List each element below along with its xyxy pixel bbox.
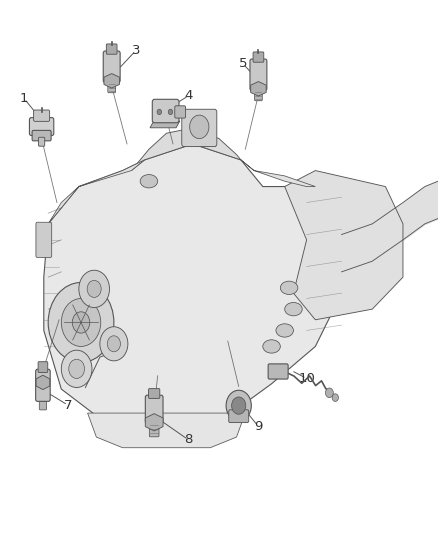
FancyBboxPatch shape — [38, 362, 48, 373]
FancyBboxPatch shape — [36, 222, 52, 257]
Text: 10: 10 — [298, 372, 315, 385]
FancyBboxPatch shape — [103, 51, 120, 83]
Polygon shape — [88, 413, 245, 448]
FancyBboxPatch shape — [148, 389, 160, 399]
Text: 3: 3 — [131, 44, 140, 57]
Circle shape — [72, 312, 90, 333]
Text: 8: 8 — [184, 433, 193, 446]
FancyBboxPatch shape — [254, 87, 262, 101]
FancyBboxPatch shape — [152, 99, 179, 123]
Circle shape — [232, 397, 246, 414]
Circle shape — [79, 270, 110, 308]
Ellipse shape — [285, 303, 302, 316]
FancyBboxPatch shape — [268, 364, 288, 379]
FancyBboxPatch shape — [108, 79, 116, 93]
FancyBboxPatch shape — [39, 138, 45, 146]
FancyBboxPatch shape — [175, 106, 186, 118]
Text: 4: 4 — [184, 90, 193, 102]
FancyBboxPatch shape — [39, 397, 46, 410]
FancyBboxPatch shape — [35, 369, 50, 401]
Circle shape — [332, 394, 339, 401]
Circle shape — [168, 109, 173, 115]
FancyBboxPatch shape — [106, 44, 117, 54]
Circle shape — [69, 359, 85, 378]
Polygon shape — [145, 414, 163, 431]
FancyBboxPatch shape — [182, 109, 217, 147]
FancyBboxPatch shape — [29, 118, 54, 135]
FancyBboxPatch shape — [250, 59, 267, 91]
FancyBboxPatch shape — [32, 131, 51, 141]
Ellipse shape — [263, 340, 280, 353]
Circle shape — [107, 336, 120, 352]
Polygon shape — [44, 144, 342, 416]
Polygon shape — [241, 160, 315, 187]
Ellipse shape — [140, 174, 158, 188]
Polygon shape — [251, 82, 266, 96]
FancyBboxPatch shape — [149, 421, 159, 437]
Text: 1: 1 — [20, 92, 28, 105]
Text: 5: 5 — [239, 58, 247, 70]
Polygon shape — [104, 74, 120, 88]
Circle shape — [226, 390, 251, 421]
Circle shape — [87, 280, 101, 297]
Circle shape — [100, 327, 128, 361]
Polygon shape — [131, 128, 241, 171]
Circle shape — [157, 109, 162, 115]
Polygon shape — [36, 375, 50, 390]
Text: 9: 9 — [254, 420, 263, 433]
Ellipse shape — [276, 324, 293, 337]
FancyBboxPatch shape — [229, 410, 249, 423]
Circle shape — [325, 388, 333, 398]
Circle shape — [48, 282, 114, 362]
Polygon shape — [48, 160, 145, 224]
FancyBboxPatch shape — [34, 110, 49, 122]
Circle shape — [61, 298, 101, 346]
Circle shape — [61, 350, 92, 387]
Ellipse shape — [280, 281, 298, 294]
Text: 7: 7 — [64, 399, 72, 411]
Circle shape — [190, 115, 209, 139]
Polygon shape — [285, 171, 403, 320]
Polygon shape — [150, 121, 180, 128]
FancyBboxPatch shape — [253, 52, 264, 62]
FancyBboxPatch shape — [145, 395, 163, 423]
